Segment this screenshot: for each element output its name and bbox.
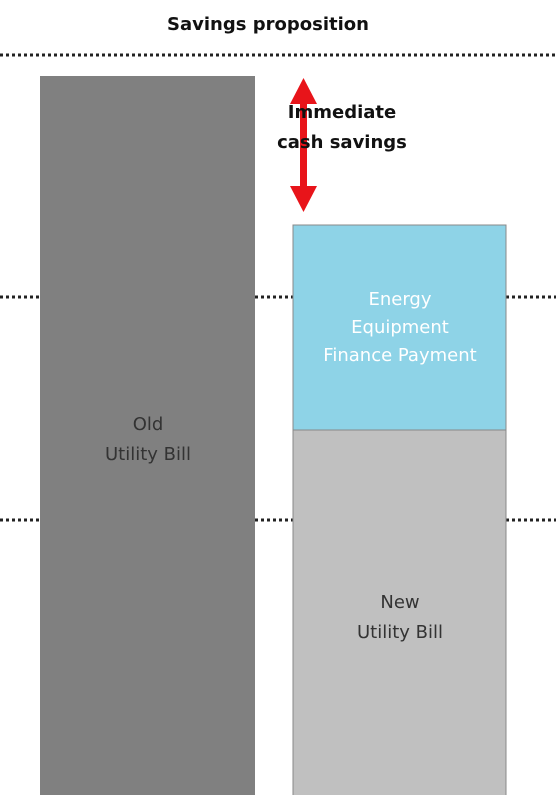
finance-payment-label: Finance Payment [323, 345, 476, 366]
finance-payment-label: Energy [368, 289, 431, 310]
old-bill-bar [40, 76, 255, 795]
middle-dotted-lines [0, 295, 556, 522]
new-bill-label: Utility Bill [357, 622, 443, 643]
savings-label: cash savings [277, 132, 407, 153]
new-bill-label: New [380, 592, 419, 613]
title: Savings proposition [167, 14, 369, 35]
savings-arrow [290, 78, 317, 212]
finance-payment-label: Equipment [351, 317, 449, 338]
old-bill-label: Old [133, 414, 164, 435]
new-bill-box [292, 429, 507, 795]
old-bill-label: Utility Bill [105, 444, 191, 465]
savings-label: Immediate [288, 102, 396, 123]
finance-payment-box [292, 224, 507, 431]
